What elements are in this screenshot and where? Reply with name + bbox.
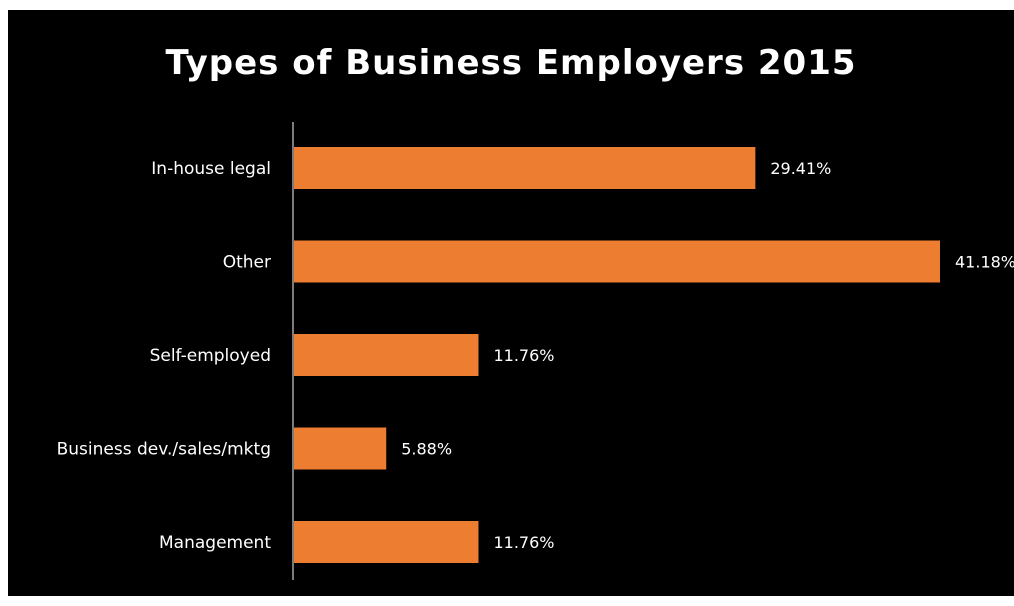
bar-1 [294, 240, 940, 283]
bar-3 [294, 427, 387, 470]
category-label: Other [223, 253, 271, 273]
data-label: 29.41% [770, 159, 831, 178]
bar-0 [294, 147, 756, 189]
chart-title: Types of Business Employers 2015 [165, 43, 856, 83]
data-label: 41.18% [955, 253, 1014, 272]
category-label: Management [159, 533, 271, 553]
data-label: 11.76% [493, 533, 554, 552]
category-label: Self-employed [150, 346, 271, 366]
chart-area: Types of Business Employers 2015 In-hous… [8, 10, 1014, 596]
category-label: Business dev./sales/mktg [57, 440, 271, 460]
category-label: In-house legal [151, 159, 271, 179]
data-label: 5.88% [401, 440, 452, 459]
bar-2 [294, 334, 479, 376]
bars-group: In-house legal 29.41% Other 41.18% Self-empl… [57, 147, 1014, 563]
data-label: 11.76% [493, 346, 554, 365]
bar-chart: Types of Business Employers 2015 In-hous… [57, 43, 1014, 580]
bar-4 [294, 521, 479, 563]
